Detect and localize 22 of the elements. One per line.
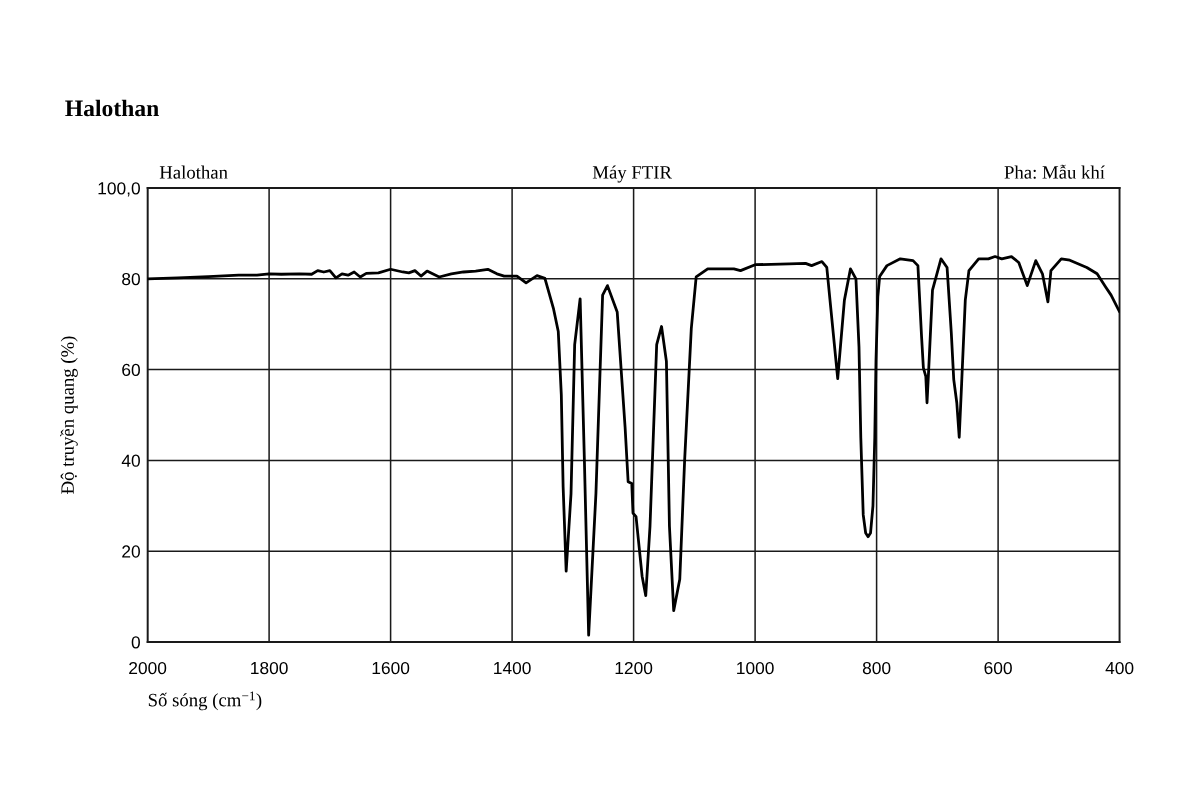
x-tick-label: 600 xyxy=(984,661,1012,675)
line-series xyxy=(147,255,1120,637)
y-tick-label: 60 xyxy=(122,363,140,377)
x-tick-label: 2000 xyxy=(129,661,167,675)
y-tick-label: 40 xyxy=(121,454,140,467)
text: Halothan xyxy=(159,165,228,179)
x-tick-label: 1400 xyxy=(494,661,531,675)
chart-title: Halothan xyxy=(65,99,159,117)
text: Máy FTIR xyxy=(592,165,672,183)
x-tick-label: 1000 xyxy=(737,661,774,675)
y-tick-label: 80 xyxy=(122,272,140,286)
x-tick-label: 800 xyxy=(862,661,891,675)
x-tick-label: 400 xyxy=(1105,661,1134,675)
x-tick-label: 1200 xyxy=(615,661,653,675)
y-axis-title: Độ truyền quang (%) xyxy=(60,336,78,494)
y-tick-label: 20 xyxy=(122,545,140,558)
text: Pha: Mẫu khí xyxy=(1004,164,1105,179)
x-tick-label: 1600 xyxy=(372,661,410,675)
x-tick-label: 1800 xyxy=(251,661,288,675)
x-axis-title: Số sóng (cm$^{−1}$) xyxy=(148,691,262,711)
y-tick-label: 100,0 xyxy=(98,182,140,197)
y-tick-label: 0 xyxy=(131,636,140,649)
